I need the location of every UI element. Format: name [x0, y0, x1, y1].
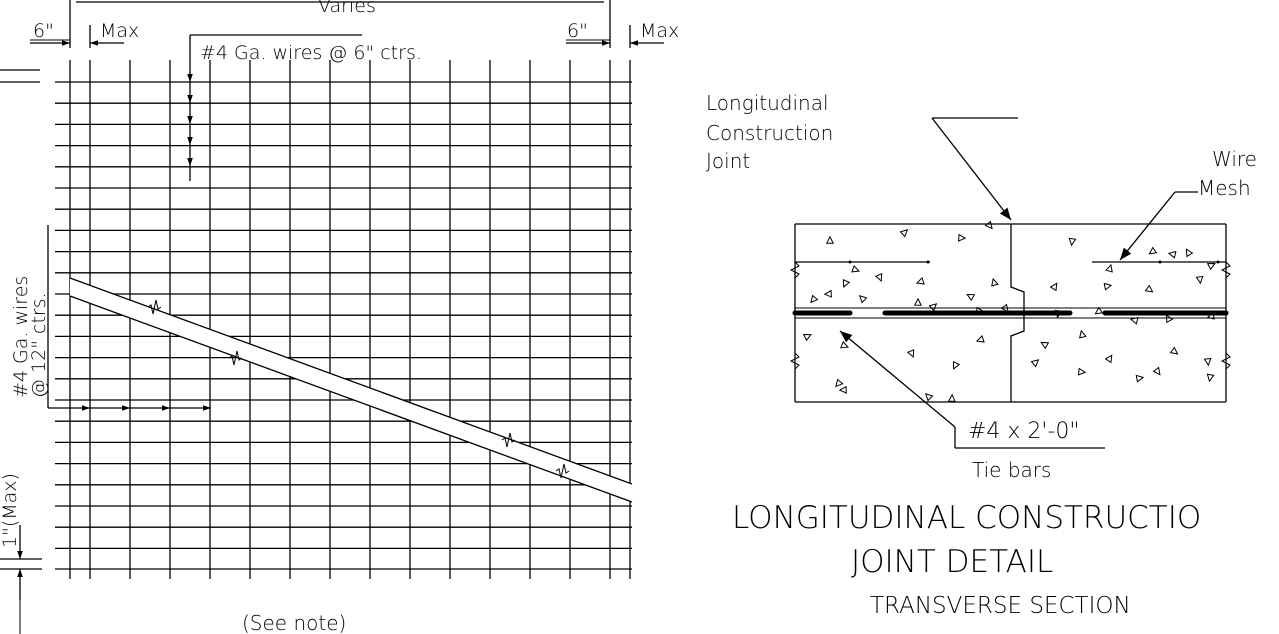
dim-left-6in: 6": [33, 20, 54, 42]
aggregate-mark: [842, 278, 851, 288]
break-symbol: [147, 299, 162, 315]
aggregate-mark: [1079, 329, 1087, 339]
break-line-lower: [69, 295, 633, 503]
aggregate-mark: [835, 378, 844, 388]
aggregate-mark: [899, 229, 909, 238]
aggregate-mark: [1148, 246, 1158, 255]
aggregate-mark: [928, 303, 938, 312]
aggregate-mark: [823, 289, 832, 298]
break-band: [70, 278, 632, 502]
mesh-dot: [1158, 260, 1162, 264]
aggregate-pattern: [802, 220, 1216, 402]
mesh-leader: [1119, 191, 1176, 261]
wire-mesh-plan: Varies 6" Max 6" Max #4 Ga. wires @ 6" c…: [0, 0, 679, 634]
tie-bar-leader: [839, 330, 956, 428]
aggregate-mark: [975, 335, 985, 343]
joint-leader: [931, 117, 1012, 221]
edge-clearance-label: 1"(Max): [0, 473, 21, 548]
dim-right-max: Max: [640, 20, 679, 42]
aggregate-mark: [858, 295, 868, 304]
aggregate-mark: [838, 385, 847, 394]
aggregate-mark: [947, 393, 956, 402]
aggregate-mark: [1167, 250, 1177, 259]
break-symbol: [228, 350, 243, 366]
aggregate-mark: [802, 334, 812, 342]
aggregate-mark: [958, 233, 967, 242]
aggregate-mark: [915, 277, 925, 285]
longitudinal-wire-label: #4 Ga. wires @ 6" ctrs.: [200, 42, 422, 64]
aggregate-mark: [1206, 373, 1215, 383]
aggregate-mark: [991, 277, 999, 287]
mesh-label-2: Mesh: [1198, 176, 1251, 200]
aggregate-mark: [1049, 282, 1058, 292]
joint-section: Longitudinal Construction Joint Wire Mes…: [706, 91, 1257, 619]
aggregate-mark: [952, 360, 961, 370]
break-mark: [789, 261, 800, 279]
aggregate-mark: [1103, 282, 1113, 291]
aggregate-mark: [1105, 263, 1113, 273]
aggregate-mark: [1068, 237, 1077, 247]
detail-title-2: JOINT DETAIL: [851, 544, 1053, 580]
aggregate-mark: [1195, 275, 1204, 285]
aggregate-mark: [1129, 316, 1139, 325]
break-mark: [1220, 352, 1231, 370]
joint-label-2: Construction: [706, 121, 833, 145]
aggregate-mark: [1206, 263, 1216, 271]
aggregate-mark: [1030, 359, 1040, 368]
aggregate-mark: [1185, 248, 1194, 258]
break-symbol: [501, 432, 516, 448]
aggregate-mark: [975, 306, 985, 315]
aggregate-mark: [1152, 366, 1161, 376]
mesh-label-1: Wire: [1212, 147, 1257, 171]
aggregate-mark: [1040, 341, 1050, 350]
dim-right-6in: 6": [567, 20, 588, 42]
aggregate-mark: [1203, 357, 1212, 367]
tie-bar-size: #4 x 2'-0": [968, 419, 1080, 444]
aggregate-mark: [906, 349, 915, 359]
joint-label-3: Joint: [706, 149, 750, 173]
mesh-dot: [926, 260, 930, 264]
aggregate-mark: [840, 340, 850, 349]
transverse-wire-label-2: @ 12" ctrs.: [28, 292, 50, 398]
aggregate-mark: [1165, 314, 1174, 324]
mesh-dot: [1216, 260, 1220, 264]
aggregate-mark: [1144, 284, 1154, 293]
aggregate-mark: [1135, 374, 1145, 383]
break-symbol: [555, 463, 570, 479]
aggregate-mark: [810, 294, 819, 304]
transverse-wire-label-1: #4 Ga. wires: [10, 276, 32, 398]
aggregate-mark: [1207, 310, 1215, 320]
aggregate-mark: [851, 264, 861, 273]
aggregate-mark: [984, 220, 993, 230]
aggregate-mark: [825, 235, 835, 244]
break-mark: [1220, 261, 1231, 279]
tie-bar-label: Tie bars: [972, 458, 1051, 482]
break-line-upper: [69, 277, 633, 485]
detail-title-1: LONGITUDINAL CONSTRUCTIO: [732, 500, 1201, 536]
aggregate-mark: [1169, 346, 1179, 355]
aggregate-mark: [1000, 303, 1009, 313]
aggregate-mark: [874, 273, 883, 282]
joint-label-1: Longitudinal: [706, 91, 829, 115]
aggregate-mark: [1104, 354, 1113, 364]
aggregate-mark: [913, 297, 922, 306]
see-note-label: (See note): [242, 611, 346, 634]
detail-subtitle: TRANSVERSE SECTION: [870, 593, 1131, 619]
aggregate-mark: [1077, 367, 1087, 376]
aggregate-mark: [1094, 306, 1104, 315]
break-mark: [789, 352, 800, 370]
aggregate-mark: [1054, 309, 1063, 319]
dim-left-max: Max: [100, 20, 139, 42]
mesh-grid: [55, 60, 632, 579]
aggregate-mark: [966, 293, 976, 302]
dim-varies: Varies: [318, 0, 376, 17]
aggregate-mark: [924, 392, 934, 402]
mesh-dot: [848, 260, 852, 264]
